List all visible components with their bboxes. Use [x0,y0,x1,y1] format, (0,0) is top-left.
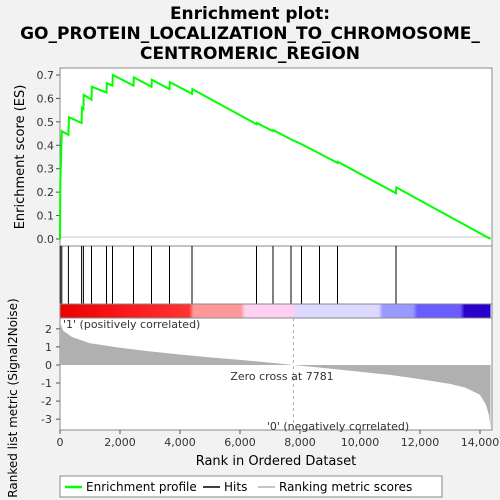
x-tick-label: 8,000 [284,436,316,449]
zero-cross-label: Zero cross at 7781 [230,370,333,383]
es-y-tick-label: 0.1 [37,210,55,223]
ranking-color-bar [60,304,491,318]
x-axis-label: Rank in Ordered Dataset [196,454,357,469]
es-y-tick-label: 0.0 [37,233,55,246]
x-tick-label: 10,000 [341,436,380,449]
metric-y-ticks: 2 1 0 -1 -2 -3 [41,323,60,426]
chart-title-line-1: Enrichment plot: [170,4,330,24]
x-tick-label: 4,000 [164,436,196,449]
metric-y-tick-label: -1 [41,377,52,390]
x-tick-label: 12,000 [401,436,440,449]
es-y-tick-label: 0.6 [37,92,55,105]
hit-markers [59,246,397,304]
es-y-tick-label: 0.2 [37,186,55,199]
es-y-ticks: 0.0 0.1 0.2 0.3 0.4 0.5 0.6 0.7 [37,69,60,246]
hits-panel [59,245,493,305]
metric-y-tick-label: 0 [45,359,52,372]
x-tick-label: 6,000 [224,436,256,449]
es-y-tick-label: 0.4 [37,139,55,152]
chart-title-line-3: CENTROMERIC_REGION [140,44,360,64]
legend-profile-label: Enrichment profile [86,480,197,494]
x-tick-label: 0 [57,436,64,449]
ranking-metric-area [60,321,491,429]
legend-hits-label: Hits [224,480,247,494]
es-y-tick-label: 0.7 [37,69,55,82]
legend: Enrichment profile Hits Ranking metric s… [59,475,443,498]
negative-correlation-label: '0' (negatively correlated) [267,420,409,433]
metric-y-tick-label: -3 [41,413,52,426]
chart-title-line-2: GO_PROTEIN_LOCALIZATION_TO_CHROMOSOME_ [20,24,480,44]
es-y-axis-label: Enrichment score (ES) [13,85,28,230]
enrichment-profile-line [59,73,491,240]
es-y-tick-label: 0.5 [37,116,55,129]
hits-plot-area [59,245,493,305]
x-tick-label: 2,000 [104,436,136,449]
es-y-tick-label: 0.3 [37,163,55,176]
positive-correlation-label: '1' (positively correlated) [63,318,200,331]
metric-panel: 2 1 0 -1 -2 -3 '1' (positively correlated) Ze… [6,298,493,498]
legend-box [59,475,443,498]
legend-metric-label: Ranking metric scores [279,480,412,494]
metric-y-tick-label: -2 [41,395,52,408]
x-tick-label: 14,000 [461,436,500,449]
metric-y-tick-label: 1 [45,341,52,354]
metric-y-tick-label: 2 [45,323,52,336]
x-axis-ticks: 0 2,000 4,000 6,000 8,000 10,000 12,000 14,000 [57,430,500,449]
metric-y-axis-label: Ranked list metric (Signal2Noise) [6,298,20,497]
es-plot-area [59,67,493,247]
es-panel: 0.0 0.1 0.2 0.3 0.4 0.5 0.6 0.7 Enrichment scor… [13,67,493,247]
